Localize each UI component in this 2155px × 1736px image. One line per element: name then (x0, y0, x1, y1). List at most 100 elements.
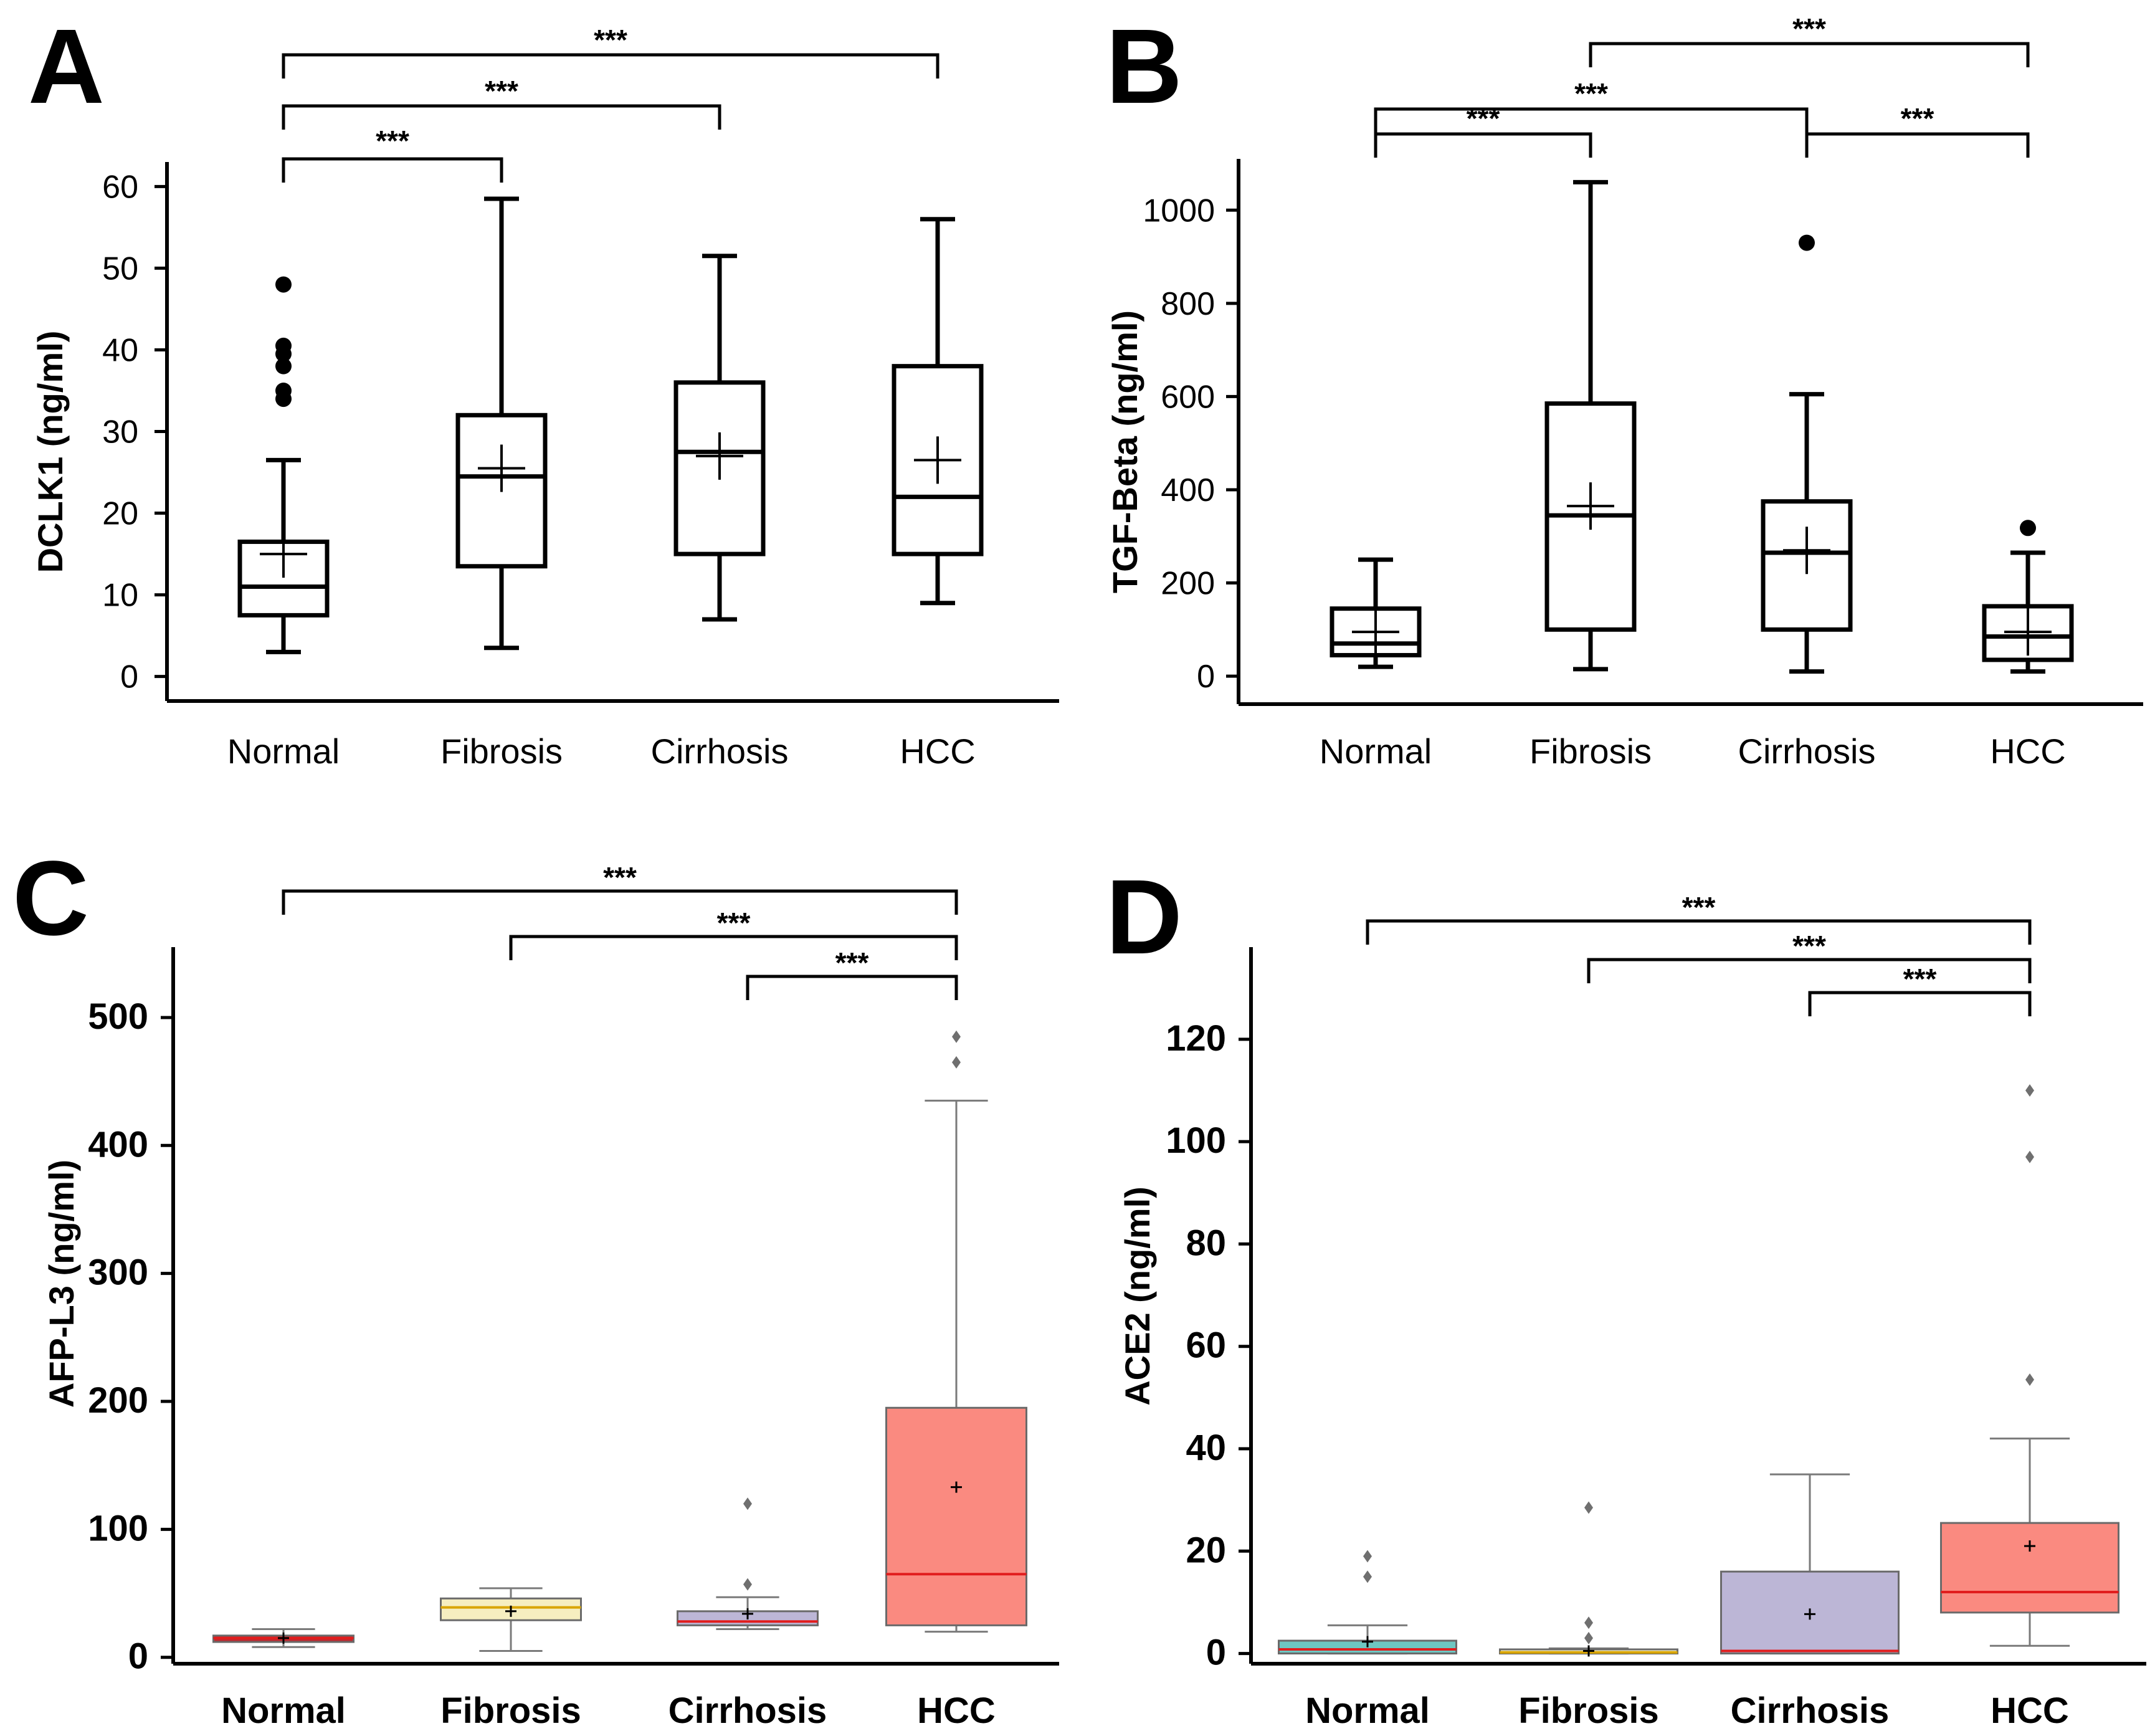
x-category-label: Fibrosis (440, 1691, 581, 1731)
box-cirrhosis (673, 254, 766, 622)
significance-stars: *** (835, 947, 869, 979)
box-normal (212, 1628, 354, 1648)
x-category-label: Cirrhosis (1738, 732, 1876, 771)
x-category-label: Normal (1305, 1691, 1430, 1731)
box-body (1940, 1522, 2119, 1614)
outlier-point (1584, 1631, 1593, 1644)
y-tick-label: 400 (1161, 472, 1215, 508)
outlier-point (1799, 234, 1815, 251)
y-axis-label: AFP-L3 (ng/ml) (42, 1160, 81, 1408)
significance-stars: *** (1574, 77, 1608, 110)
x-category-label: HCC (900, 732, 975, 771)
x-category-label: Normal (221, 1691, 346, 1731)
panel-b: B 0 200 400 600 800 1000 TGF-Beta (ng/ml) Normal… (1105, 7, 2143, 771)
outlier-point (2020, 520, 2036, 537)
outlier-point (275, 276, 292, 293)
box-body (1982, 604, 2074, 662)
y-tick-label: 20 (1186, 1530, 1226, 1570)
outlier-point (275, 382, 292, 399)
y-tick-label: 400 (88, 1124, 148, 1165)
x-category-label: Normal (227, 732, 340, 771)
box-body (673, 380, 766, 556)
significance-bracket: *** (282, 24, 940, 79)
significance-stars: *** (1682, 891, 1716, 923)
significance-stars: *** (1901, 102, 1934, 135)
bracket-line (282, 104, 721, 130)
y-tick-label: 600 (1161, 379, 1215, 415)
y-tick-label: 50 (102, 250, 138, 287)
y-tick-label: 0 (1206, 1633, 1226, 1673)
box-cirrhosis (1720, 1473, 1900, 1655)
y-tick-label: 300 (88, 1252, 148, 1293)
box-hcc (1982, 520, 2074, 674)
y-axis-label: DCLK1 (ng/ml) (31, 331, 70, 573)
bracket-line (282, 889, 958, 915)
y-tick-label: 30 (102, 414, 138, 451)
significance-stars: *** (485, 75, 518, 107)
outlier-point (2025, 1084, 2034, 1097)
significance-bracket: *** (282, 861, 958, 915)
outlier-point (952, 1056, 961, 1069)
significance-bracket: *** (282, 75, 721, 130)
bracket-line (1374, 132, 1592, 158)
box-cirrhosis (1761, 234, 1853, 674)
x-category-label: Fibrosis (1518, 1691, 1659, 1731)
x-category-label: HCC (1991, 1691, 2069, 1731)
y-tick-label: 120 (1166, 1018, 1226, 1059)
outlier-point (2025, 1150, 2034, 1163)
box-fibrosis (1544, 179, 1637, 672)
significance-bracket: *** (1374, 77, 1809, 133)
significance-bracket: *** (282, 125, 503, 183)
bracket-line (1587, 958, 2032, 983)
y-tick-label: 0 (120, 659, 138, 695)
outlier-point (1363, 1550, 1372, 1563)
x-category-label: Cirrhosis (668, 1691, 827, 1731)
x-category-label: Normal (1320, 732, 1432, 771)
y-tick-label: 100 (1166, 1120, 1226, 1161)
bracket-line (282, 53, 940, 79)
outlier-point (952, 1030, 961, 1043)
outlier-point (1363, 1570, 1372, 1583)
bracket-line (1805, 132, 2030, 158)
outlier-point (1584, 1501, 1593, 1514)
x-category-label: Fibrosis (440, 732, 563, 771)
bracket-line (1808, 991, 2032, 1016)
box-fibrosis (440, 1587, 582, 1652)
x-category-label: HCC (1990, 732, 2065, 771)
y-axis-label: TGF-Beta (ng/ml) (1105, 310, 1144, 593)
significance-bracket: *** (1808, 963, 2032, 1016)
box-body (455, 413, 548, 569)
y-tick-label: 40 (102, 332, 138, 368)
x-category-label: Fibrosis (1529, 732, 1652, 771)
y-tick-label: 500 (88, 996, 148, 1037)
bracket-line (1366, 919, 2032, 945)
significance-stars: *** (1903, 963, 1937, 995)
bracket-line (1374, 107, 1809, 133)
y-tick-label: 10 (102, 578, 138, 614)
box-fibrosis (455, 196, 548, 651)
panel-letter: A (28, 7, 105, 126)
box-hcc (885, 1030, 1027, 1633)
y-tick-label: 0 (1197, 659, 1215, 695)
x-category-label: Cirrhosis (651, 732, 789, 771)
panel-c: C 0 100 200 300 400 500 AFP-L3 (ng/ml) Normal Fib… (12, 839, 1059, 1731)
box-fibrosis (1499, 1501, 1678, 1657)
box-body (885, 1406, 1027, 1626)
y-tick-label: 0 (128, 1636, 148, 1677)
y-tick-label: 100 (88, 1508, 148, 1548)
significance-stars: *** (1792, 12, 1826, 45)
significance-bracket: *** (1366, 891, 2032, 945)
outlier-point (743, 1497, 752, 1510)
box-body (892, 364, 984, 556)
x-category-label: HCC (917, 1691, 996, 1731)
box-hcc (1940, 1084, 2119, 1647)
significance-stars: *** (376, 125, 409, 157)
box-hcc (892, 217, 984, 606)
y-tick-label: 1000 (1143, 193, 1215, 229)
y-tick-label: 800 (1161, 286, 1215, 322)
significance-stars: *** (1467, 102, 1500, 135)
y-tick-label: 40 (1186, 1428, 1226, 1468)
y-tick-label: 60 (102, 169, 138, 205)
significance-stars: *** (717, 907, 751, 939)
